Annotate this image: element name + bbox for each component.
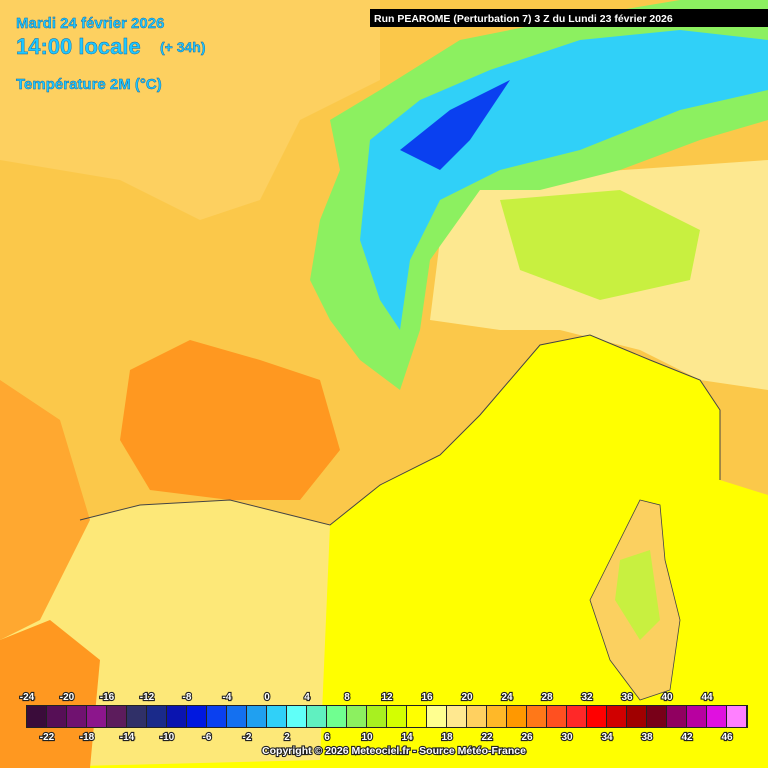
- legend-swatch: [267, 706, 286, 727]
- legend-swatch: [127, 706, 146, 727]
- legend-swatch: [487, 706, 506, 727]
- land-north: [0, 0, 380, 220]
- legend-label: 40: [661, 692, 673, 703]
- warm-area: [120, 340, 340, 500]
- legend-label: -18: [80, 732, 95, 743]
- legend-swatch: [187, 706, 206, 727]
- legend-label: 24: [501, 692, 513, 703]
- legend-swatch: [627, 706, 646, 727]
- legend-swatch: [287, 706, 306, 727]
- legend-label: 14: [401, 732, 413, 743]
- legend-label: 36: [621, 692, 633, 703]
- legend-swatch: [87, 706, 106, 727]
- legend-swatch: [347, 706, 366, 727]
- legend-swatch: [447, 706, 466, 727]
- legend-label: 34: [601, 732, 613, 743]
- legend-label: 46: [721, 732, 733, 743]
- legend-label: -8: [183, 692, 192, 703]
- legend-label: -16: [100, 692, 115, 703]
- po-cool: [500, 190, 700, 300]
- legend-label: 42: [681, 732, 693, 743]
- legend-swatch: [307, 706, 326, 727]
- legend-label: -12: [140, 692, 155, 703]
- legend-swatch: [147, 706, 166, 727]
- legend-swatch: [67, 706, 86, 727]
- legend-swatch: [247, 706, 266, 727]
- legend-swatch: [727, 706, 746, 727]
- alps-peak: [400, 80, 510, 170]
- legend-swatch: [367, 706, 386, 727]
- legend-swatch: [167, 706, 186, 727]
- legend-label: -20: [60, 692, 75, 703]
- legend-swatch: [27, 706, 46, 727]
- legend-label: 4: [304, 692, 310, 703]
- legend-swatch: [327, 706, 346, 727]
- legend-label: 0: [264, 692, 270, 703]
- legend-swatch: [707, 706, 726, 727]
- legend-swatch: [647, 706, 666, 727]
- legend-label: 26: [521, 732, 533, 743]
- legend-swatch: [567, 706, 586, 727]
- lead-time: (+ 34h): [160, 39, 206, 55]
- legend-swatch: [507, 706, 526, 727]
- run-info: Run PEAROME (Perturbation 7) 3 Z du Lund…: [374, 13, 673, 25]
- legend-swatch: [607, 706, 626, 727]
- legend-label: -22: [40, 732, 55, 743]
- legend-label: -6: [203, 732, 212, 743]
- legend-label: 16: [421, 692, 433, 703]
- legend-swatch: [547, 706, 566, 727]
- legend-label: 10: [361, 732, 373, 743]
- legend-swatch: [527, 706, 546, 727]
- legend-swatch: [387, 706, 406, 727]
- legend-label: 12: [381, 692, 393, 703]
- legend-label: -10: [160, 732, 175, 743]
- legend-label: 20: [461, 692, 473, 703]
- run-banner: [370, 9, 768, 27]
- legend-label: -4: [223, 692, 232, 703]
- legend: -24-22-20-18-16-14-12-10-8-6-4-202468101…: [19, 691, 748, 744]
- legend-label: 44: [701, 692, 713, 703]
- legend-label: 38: [641, 732, 653, 743]
- legend-swatch: [407, 706, 426, 727]
- legend-label: 22: [481, 732, 493, 743]
- time: 14:00 locale: [16, 34, 141, 59]
- corsica-mountains: [615, 550, 660, 640]
- copyright: Copyright © 2026 Meteociel.fr - Source M…: [262, 745, 526, 757]
- legend-label: 18: [441, 732, 453, 743]
- coastline: [79, 334, 721, 526]
- legend-label: 2: [284, 732, 290, 743]
- legend-swatch: [227, 706, 246, 727]
- legend-label: -24: [20, 692, 35, 703]
- legend-swatch: [427, 706, 446, 727]
- legend-swatch: [687, 706, 706, 727]
- legend-label: 32: [581, 692, 593, 703]
- legend-label: -2: [243, 732, 252, 743]
- warm-west: [0, 380, 90, 640]
- legend-swatch: [467, 706, 486, 727]
- legend-label: 28: [541, 692, 553, 703]
- legend-swatch: [207, 706, 226, 727]
- legend-label: 8: [344, 692, 350, 703]
- legend-label: -14: [120, 732, 135, 743]
- legend-swatch: [107, 706, 126, 727]
- warm-sw: [0, 620, 100, 768]
- legend-label: 6: [324, 732, 330, 743]
- date: Mardi 24 février 2026: [16, 15, 164, 32]
- variable: Température 2M (°C): [16, 76, 162, 93]
- legend-swatch: [667, 706, 686, 727]
- legend-swatch: [587, 706, 606, 727]
- legend-swatch: [47, 706, 66, 727]
- legend-label: 30: [561, 732, 573, 743]
